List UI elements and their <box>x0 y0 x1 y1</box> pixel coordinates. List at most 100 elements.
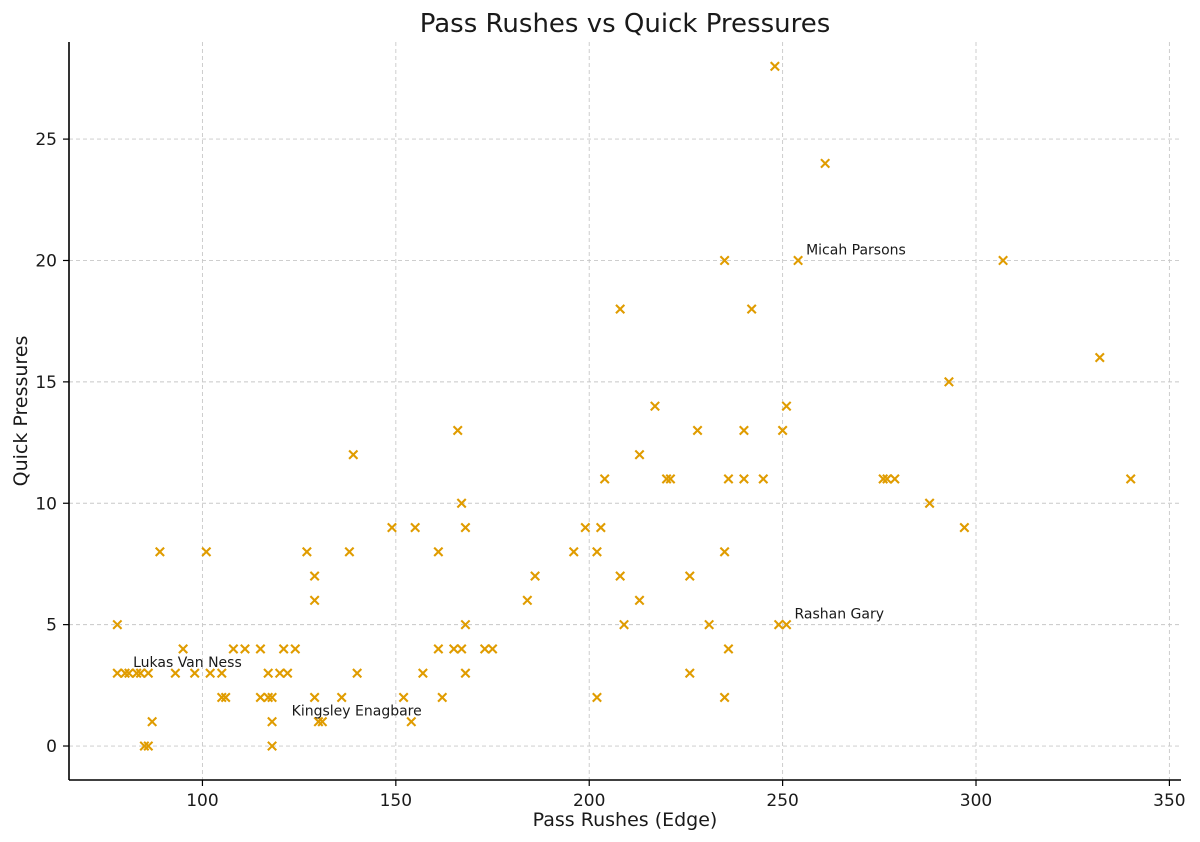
data-point <box>170 668 181 679</box>
data-point <box>112 668 123 679</box>
data-point <box>452 425 463 436</box>
data-point <box>124 668 134 679</box>
data-point <box>704 619 715 630</box>
data-point <box>719 692 730 703</box>
data-point <box>448 643 459 654</box>
x-tick-label: 200 <box>573 791 605 811</box>
data-point <box>313 716 324 727</box>
data-point <box>758 474 769 484</box>
data-point <box>147 716 158 727</box>
x-tick-label: 300 <box>960 791 992 811</box>
data-point <box>719 255 730 266</box>
x-tick-label: 350 <box>1153 791 1185 811</box>
data-point <box>255 643 266 654</box>
y-tick-label: 25 <box>35 130 57 150</box>
x-tick-label: 100 <box>186 791 218 811</box>
data-point <box>336 692 347 703</box>
data-point <box>615 304 626 314</box>
grid-lines <box>69 42 1181 780</box>
data-point <box>143 668 154 679</box>
data-point <box>301 546 312 557</box>
data-point <box>692 425 703 436</box>
data-points <box>112 61 1136 751</box>
data-point <box>255 692 266 703</box>
data-point <box>777 425 788 436</box>
data-point <box>580 522 591 533</box>
data-point <box>154 546 165 557</box>
data-point <box>746 304 757 314</box>
y-axis-label: Quick Pressures <box>10 336 32 487</box>
data-point <box>406 716 417 727</box>
data-point <box>634 595 645 606</box>
data-point <box>998 255 1009 266</box>
data-point <box>661 474 672 484</box>
data-point <box>568 546 579 557</box>
chart-title: Pass Rushes vs Quick Pressures <box>420 9 831 39</box>
annotations: Micah Parsons Rashan Gary Lukas Van Ness Ki… <box>133 242 906 719</box>
data-point <box>309 595 320 606</box>
data-point <box>189 668 200 679</box>
data-point <box>387 522 397 533</box>
data-point <box>205 668 216 679</box>
data-point <box>120 668 131 679</box>
x-tick-label: 250 <box>766 791 798 811</box>
data-point <box>201 546 212 557</box>
data-point <box>135 668 146 679</box>
data-point <box>530 571 541 582</box>
data-point <box>615 571 626 582</box>
data-point <box>267 716 278 727</box>
data-point <box>417 668 428 679</box>
data-point <box>290 643 301 654</box>
data-point <box>309 571 320 582</box>
annotation-label: Rashan Gary <box>794 607 884 623</box>
data-point <box>773 619 784 630</box>
data-point <box>178 643 189 654</box>
data-point <box>723 474 734 484</box>
data-point <box>522 595 533 606</box>
axes <box>68 42 1181 781</box>
data-point <box>274 668 285 679</box>
data-point <box>738 425 749 436</box>
data-point <box>943 376 954 387</box>
data-point <box>240 643 250 654</box>
data-point <box>738 474 749 484</box>
data-point <box>139 741 150 751</box>
data-point <box>479 643 490 654</box>
data-point <box>433 643 444 654</box>
data-point <box>781 401 792 412</box>
data-point <box>781 619 792 630</box>
y-tick-label: 20 <box>35 251 57 271</box>
data-point <box>263 692 274 703</box>
data-point <box>487 643 498 654</box>
data-point <box>878 474 889 484</box>
data-point <box>650 401 660 412</box>
data-point <box>959 522 970 533</box>
data-point <box>348 449 359 460</box>
data-point <box>143 741 154 751</box>
y-tick-label: 5 <box>46 616 57 636</box>
data-point <box>924 498 935 509</box>
data-point <box>112 619 123 630</box>
data-point <box>460 522 471 533</box>
data-point <box>317 716 328 727</box>
data-point <box>1094 352 1105 363</box>
data-point <box>820 158 831 169</box>
data-point <box>456 643 467 654</box>
data-point <box>769 61 780 72</box>
data-point <box>228 643 239 654</box>
data-point <box>619 619 629 630</box>
data-point <box>460 668 471 679</box>
data-point <box>433 546 444 557</box>
data-point <box>719 546 730 557</box>
data-point <box>460 619 471 630</box>
data-point <box>437 692 448 703</box>
data-point <box>592 692 602 703</box>
y-tick-label: 10 <box>35 494 57 514</box>
annotation-label: Micah Parsons <box>806 242 906 258</box>
data-point <box>344 546 355 557</box>
data-point <box>665 474 676 484</box>
data-point <box>398 692 409 703</box>
annotation-label: Lukas Van Ness <box>133 655 242 671</box>
data-point <box>595 522 606 533</box>
